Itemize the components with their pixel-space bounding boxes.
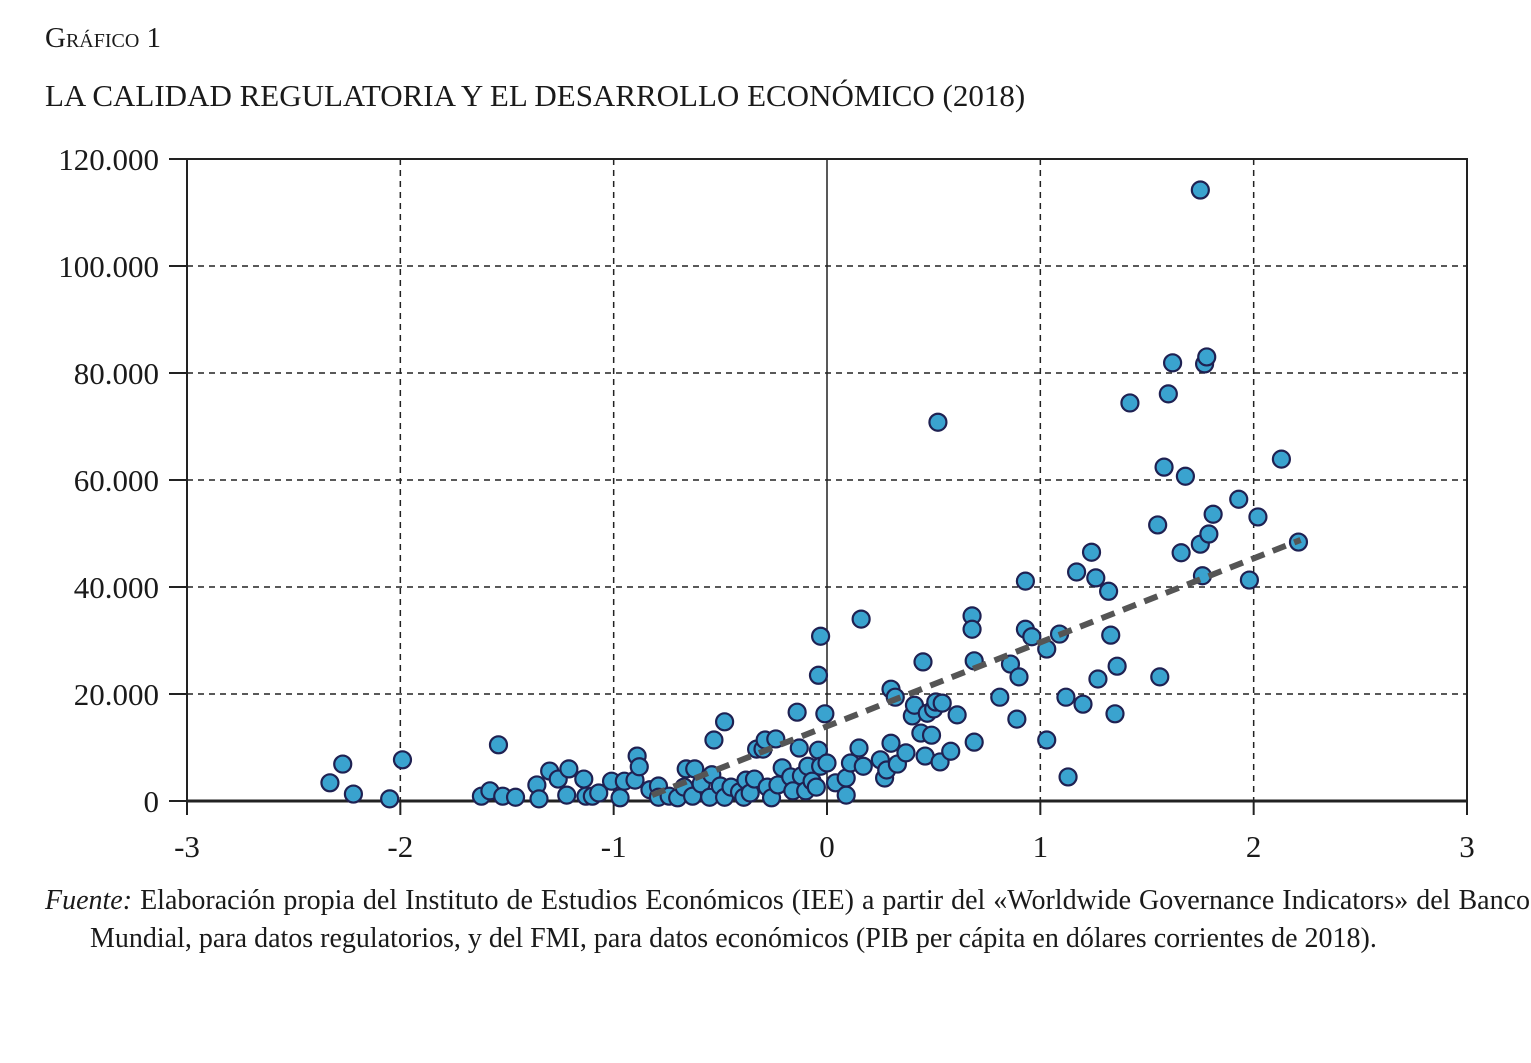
- data-point: [380, 789, 400, 809]
- data-point: [1190, 180, 1210, 200]
- tick-labels: -3 -2 -1 0 1 2 3 0 20.000 40.000 60.000 80.000 100.0…: [58, 142, 1475, 864]
- data-point: [881, 733, 901, 753]
- data-point: [1086, 568, 1106, 588]
- data-point: [947, 705, 967, 725]
- data-point: [1154, 457, 1174, 477]
- data-point: [1022, 627, 1042, 647]
- data-point: [1120, 393, 1140, 413]
- data-point: [629, 757, 649, 777]
- data-point: [1148, 515, 1168, 535]
- data-point: [1037, 730, 1057, 750]
- data-point: [574, 769, 594, 789]
- data-point: [559, 759, 579, 779]
- x-tick-label: -3: [174, 829, 200, 864]
- data-point: [333, 754, 353, 774]
- chart-title: LA CALIDAD REGULATORIA Y EL DESARROLLO E…: [45, 78, 1026, 113]
- data-point: [529, 789, 549, 809]
- data-point: [849, 738, 869, 758]
- data-point: [941, 741, 961, 761]
- data-point: [714, 712, 735, 732]
- x-tick-label: -2: [387, 829, 413, 864]
- data-point: [1203, 504, 1223, 524]
- data-point: [557, 785, 577, 805]
- data-point: [1197, 347, 1217, 367]
- y-tick-label: 80.000: [74, 356, 159, 391]
- data-point: [1007, 709, 1027, 729]
- data-point: [787, 702, 807, 722]
- y-tick-label: 60.000: [74, 463, 159, 498]
- data-point: [1105, 704, 1125, 724]
- data-point: [1066, 562, 1087, 582]
- data-point: [320, 773, 340, 793]
- data-points: [320, 180, 1309, 809]
- source-label: Fuente:: [45, 885, 133, 916]
- y-tick-label: 0: [144, 784, 160, 819]
- data-point: [1271, 449, 1292, 469]
- data-point: [1158, 384, 1178, 404]
- data-point: [810, 626, 831, 646]
- data-point: [962, 619, 982, 639]
- data-point: [589, 783, 609, 803]
- data-point: [851, 609, 871, 629]
- data-point: [896, 743, 916, 763]
- data-point: [990, 687, 1010, 707]
- data-point: [1009, 667, 1029, 687]
- data-point: [1107, 656, 1127, 676]
- data-point: [1162, 353, 1183, 373]
- source-text: Elaboración propia del Instituto de Estu…: [90, 885, 1531, 954]
- data-point: [1015, 571, 1036, 591]
- data-point: [343, 784, 363, 804]
- data-point: [704, 730, 724, 750]
- data-point: [964, 732, 984, 752]
- data-point: [817, 753, 837, 773]
- data-point: [1175, 466, 1196, 486]
- data-point: [928, 412, 948, 432]
- data-point: [853, 756, 873, 776]
- data-point: [392, 750, 413, 770]
- data-point: [806, 777, 826, 797]
- x-tick-label: -1: [601, 829, 627, 864]
- data-point: [1058, 767, 1078, 787]
- data-point: [789, 738, 809, 758]
- data-point: [1229, 489, 1249, 509]
- data-point: [1101, 625, 1121, 645]
- data-point: [1088, 669, 1108, 689]
- source-note: Fuente: Elaboración propia del Instituto…: [45, 882, 1530, 958]
- data-point: [610, 788, 630, 808]
- data-point: [1150, 667, 1170, 687]
- axes: [169, 158, 1468, 815]
- x-tick-label: 0: [819, 829, 835, 864]
- trendline: [650, 537, 1302, 798]
- y-tick-label: 20.000: [74, 677, 159, 712]
- data-point: [1098, 581, 1119, 601]
- data-point: [932, 693, 952, 713]
- y-tick-label: 120.000: [58, 142, 159, 177]
- data-point: [836, 785, 856, 805]
- data-point: [488, 735, 509, 755]
- data-point: [808, 665, 829, 685]
- figure-label: Gráfico 1: [45, 22, 162, 54]
- trendline-layer: [650, 537, 1302, 798]
- data-point: [1239, 570, 1260, 590]
- data-point: [913, 652, 933, 672]
- data-point: [1073, 694, 1093, 714]
- x-tick-label: 1: [1033, 829, 1049, 864]
- data-point: [1199, 524, 1219, 544]
- data-point: [1081, 542, 1102, 562]
- y-tick-label: 100.000: [58, 249, 159, 284]
- data-point: [1056, 687, 1076, 707]
- data-point: [505, 787, 526, 807]
- data-point: [815, 704, 835, 724]
- data-point: [1171, 543, 1191, 563]
- data-point: [1248, 507, 1268, 527]
- x-tick-label: 2: [1246, 829, 1262, 864]
- y-tick-label: 40.000: [74, 570, 159, 605]
- data-point: [921, 725, 942, 745]
- x-tick-label: 3: [1459, 829, 1475, 864]
